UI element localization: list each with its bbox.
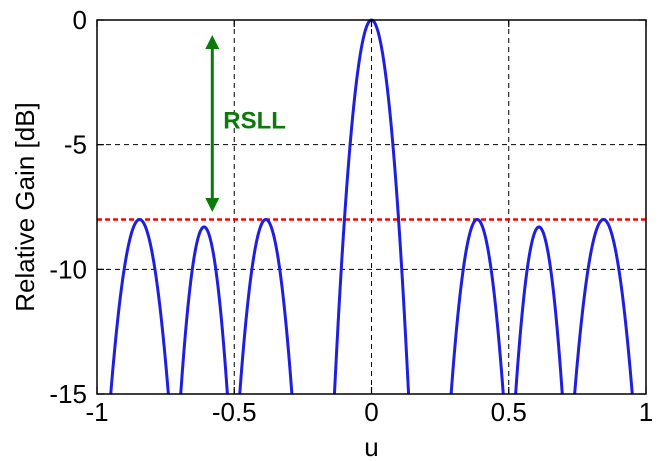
x-tick-label: 1 — [639, 397, 653, 427]
y-tick-label: 0 — [73, 5, 87, 35]
beam-lobe — [514, 225, 564, 395]
y-tick-labels: 0 -5 -10 -15 — [49, 5, 646, 409]
grid-lines — [97, 20, 646, 394]
x-tick-labels: -1 -0.5 0 0.5 1 — [85, 20, 653, 427]
x-tick-label: 0 — [364, 397, 378, 427]
x-tick-label: -1 — [85, 397, 108, 427]
rsll-arrow-head-up — [205, 34, 220, 49]
y-tick-label: -15 — [49, 379, 87, 409]
rsll-label: RSLL — [223, 108, 286, 135]
y-tick-label: -5 — [64, 130, 87, 160]
beam-lobe — [109, 217, 170, 395]
y-axis-label: Relative Gain [dB] — [10, 102, 40, 312]
beam-lobe — [573, 217, 634, 395]
x-tick-label: 0.5 — [491, 397, 527, 427]
y-tick-label: -10 — [49, 254, 87, 284]
beam-lobe — [238, 217, 294, 395]
beam-lobe — [179, 225, 229, 395]
beam-lobe — [449, 217, 505, 395]
x-axis-label: u — [364, 432, 378, 461]
x-tick-label: -0.5 — [212, 397, 257, 427]
rsll-arrow-head-down — [205, 197, 220, 212]
rsll-annotation: RSLL — [205, 34, 286, 212]
